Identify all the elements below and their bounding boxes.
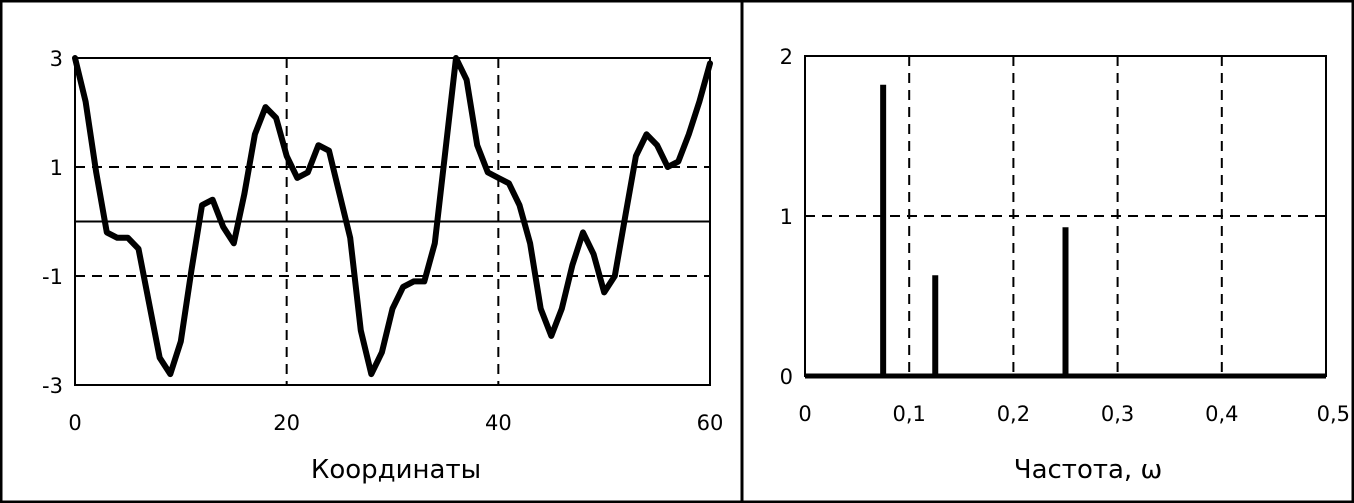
left-gridlines [75,58,710,385]
right-x-tick-label: 0,5 [1317,402,1350,426]
right-x-tick-labels: 0 0,1 0,2 0,3 0,4 0,5 [798,402,1350,426]
right-x-tick-label: 0 [798,402,811,426]
left-y-tick-label: -3 [42,374,63,398]
left-y-tick-label: 1 [50,156,63,180]
left-y-tick-labels: -3 -1 1 3 [42,47,63,398]
right-y-tick-label: 0 [780,365,793,389]
right-y-tick-labels: 0 1 2 [780,45,793,389]
frequency-spectrum-chart: 0 1 2 0 0,1 0,2 0,3 0,4 0,5 Частота, ω [780,45,1350,485]
right-y-tick-label: 1 [780,205,793,229]
left-x-tick-label: 20 [273,411,300,435]
left-y-tick-label: -1 [42,265,63,289]
left-x-tick-label: 40 [485,411,512,435]
left-plot-area [74,57,711,386]
right-x-tick-label: 0,1 [892,402,925,426]
left-x-axis-label: Координаты [311,455,481,485]
right-y-tick-label: 2 [780,45,793,69]
coordinate-signal-chart: -3 -1 1 3 0 20 40 60 Координаты [42,47,723,485]
right-plot-area [804,55,1327,377]
right-x-tick-label: 0,4 [1205,402,1238,426]
right-x-tick-label: 0,3 [1101,402,1134,426]
left-x-tick-labels: 0 20 40 60 [68,411,723,435]
spectrum-bars [880,84,1069,376]
left-y-tick-label: 3 [50,47,63,71]
left-x-tick-label: 60 [697,411,724,435]
signal-line [72,55,713,378]
right-x-tick-label: 0,2 [997,402,1030,426]
left-x-tick-label: 0 [68,411,81,435]
right-x-axis-label: Частота, ω [1014,455,1162,485]
